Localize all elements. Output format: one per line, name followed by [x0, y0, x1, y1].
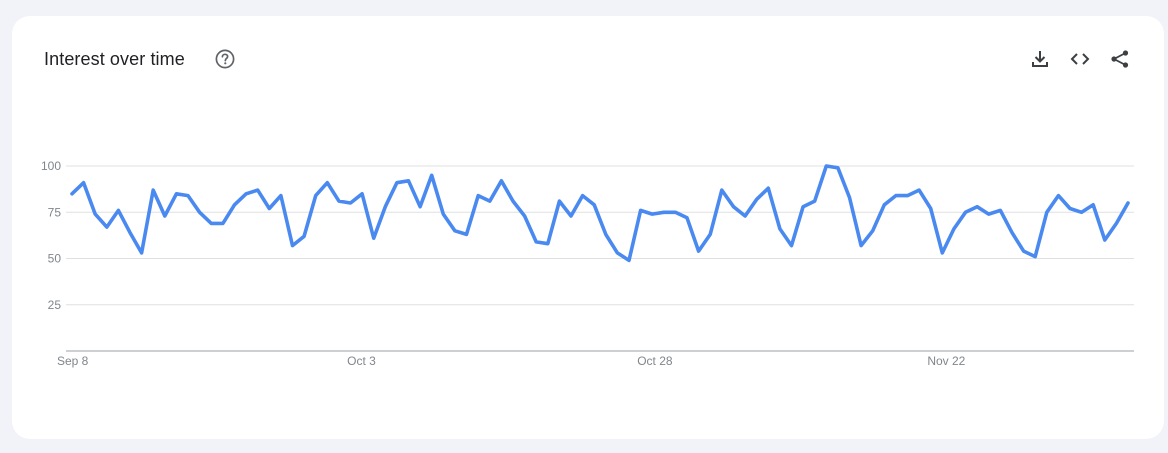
x-tick-label: Nov 22	[927, 354, 965, 368]
y-tick-label: 75	[48, 205, 62, 219]
chart-title: Interest over time	[44, 49, 185, 69]
x-tick-label: Oct 28	[637, 354, 673, 368]
y-tick-label: 50	[48, 252, 62, 266]
embed-icon[interactable]	[1069, 48, 1091, 70]
x-tick-label: Sep 8	[57, 354, 89, 368]
download-icon[interactable]	[1029, 48, 1051, 70]
share-icon[interactable]	[1109, 48, 1131, 70]
y-tick-label: 25	[48, 298, 62, 312]
help-icon[interactable]	[215, 49, 235, 69]
series-line	[70, 164, 1130, 263]
y-tick-label: 100	[41, 159, 61, 173]
chart-card: Interest over time	[12, 16, 1164, 439]
x-tick-label: Oct 3	[347, 354, 376, 368]
